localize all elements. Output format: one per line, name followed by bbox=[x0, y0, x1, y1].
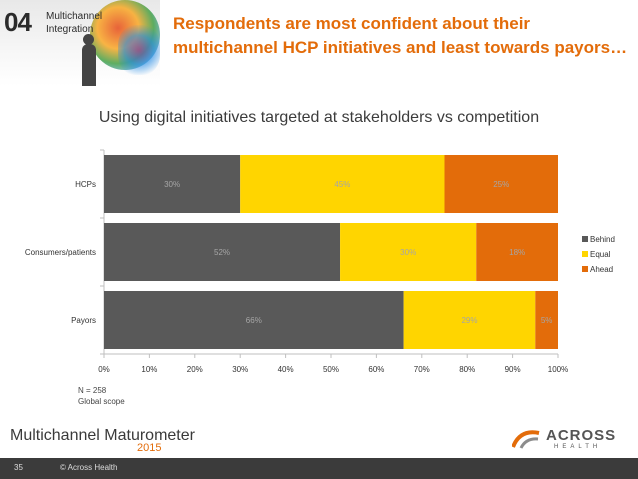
x-tick-label: 60% bbox=[368, 365, 384, 374]
chart-title: Using digital initiatives targeted at st… bbox=[98, 109, 540, 126]
data-label: 30% bbox=[164, 180, 180, 189]
footer-bar: 35 © Across Health bbox=[0, 458, 638, 479]
footer-year: 2015 bbox=[137, 442, 162, 454]
person-silhouette bbox=[82, 44, 96, 86]
person-silhouette-head bbox=[83, 34, 94, 45]
data-label: 25% bbox=[493, 180, 509, 189]
x-tick-label: 50% bbox=[323, 365, 339, 374]
slide-headline: Respondents are most confident about the… bbox=[173, 12, 633, 60]
section-banner: 04 Multichannel Integration bbox=[0, 0, 160, 86]
logo-arc-icon bbox=[512, 430, 540, 449]
bar-segment bbox=[476, 223, 558, 281]
category-label: HCPs bbox=[75, 180, 96, 189]
bar-segment bbox=[104, 223, 341, 281]
logo-name: ACROSS bbox=[546, 427, 617, 444]
x-tick-label: 90% bbox=[505, 365, 521, 374]
section-number: 04 bbox=[4, 7, 32, 37]
bar-segment bbox=[340, 223, 477, 281]
legend-swatch bbox=[582, 266, 588, 272]
data-label: 30% bbox=[400, 248, 416, 257]
x-tick-label: 100% bbox=[548, 365, 568, 374]
section-title: Multichannel Integration bbox=[46, 10, 102, 36]
bar-segment bbox=[535, 291, 558, 349]
legend-label: Ahead bbox=[590, 265, 613, 274]
legend-label: Equal bbox=[590, 250, 611, 259]
scope-note: Global scope bbox=[78, 397, 125, 406]
data-label: 45% bbox=[334, 180, 350, 189]
x-tick-label: 10% bbox=[141, 365, 157, 374]
category-label: Consumers/patients bbox=[25, 248, 96, 257]
bar-segment bbox=[240, 155, 445, 213]
sample-note: N = 258 Global scope bbox=[78, 385, 125, 407]
page-number: 35 bbox=[14, 463, 23, 472]
x-tick-label: 0% bbox=[98, 365, 110, 374]
logo-subtitle: HEALTH bbox=[554, 444, 602, 450]
footer-brand: Multichannel Maturometer bbox=[10, 427, 195, 444]
category-label: Payors bbox=[71, 316, 96, 325]
legend-swatch bbox=[582, 236, 588, 242]
headline-line2: multichannel HCP initiatives and least t… bbox=[173, 38, 628, 57]
x-tick-label: 80% bbox=[459, 365, 475, 374]
bar-segment bbox=[104, 291, 404, 349]
section-title-line1: Multichannel bbox=[46, 11, 103, 22]
data-label: 5% bbox=[541, 316, 553, 325]
stacked-bar-chart: 0% 10% 20% 30% 40% 50% 60% 70% 80% 90% 100% HCPs 30%… bbox=[25, 149, 615, 374]
data-label: 18% bbox=[509, 248, 525, 257]
data-label: 66% bbox=[246, 316, 262, 325]
copyright: © Across Health bbox=[60, 463, 118, 472]
company-logo: ACROSS HEALTH bbox=[512, 425, 632, 455]
bar-segment bbox=[104, 155, 241, 213]
data-label: 52% bbox=[214, 248, 230, 257]
headline-line1: Respondents are most confident about the… bbox=[173, 14, 531, 33]
x-tick-label: 70% bbox=[414, 365, 430, 374]
section-title-line2: Integration bbox=[46, 24, 94, 35]
x-tick-label: 30% bbox=[232, 365, 248, 374]
bar-segment bbox=[444, 155, 558, 213]
legend-swatch bbox=[582, 251, 588, 257]
x-tick-label: 40% bbox=[278, 365, 294, 374]
legend-label: Behind bbox=[590, 235, 615, 244]
x-tick-label: 20% bbox=[187, 365, 203, 374]
bar-segment bbox=[403, 291, 536, 349]
data-label: 29% bbox=[461, 316, 477, 325]
sample-size: N = 258 bbox=[78, 386, 107, 395]
paint-splash-graphic-2 bbox=[118, 25, 160, 75]
